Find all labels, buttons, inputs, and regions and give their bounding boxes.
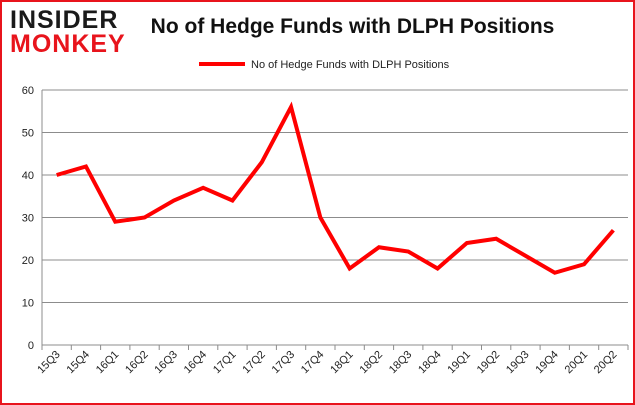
x-tick-label: 16Q2 — [123, 349, 151, 377]
x-tick-label: 17Q2 — [240, 349, 268, 377]
x-tick-label: 18Q3 — [387, 349, 415, 377]
y-tick-label: 60 — [22, 85, 34, 97]
x-tick-label: 16Q1 — [94, 349, 122, 377]
x-tick-label: 18Q4 — [416, 349, 444, 377]
y-tick-label: 0 — [28, 340, 34, 352]
series-line — [56, 101, 615, 275]
x-tick-label: 15Q4 — [65, 349, 93, 377]
x-tick-label: 19Q1 — [445, 349, 473, 377]
chart-title: No of Hedge Funds with DLPH Positions — [150, 15, 555, 38]
y-tick-label: 20 — [22, 255, 34, 267]
x-tick-label: 20Q1 — [563, 349, 591, 377]
x-tick-label: 16Q4 — [182, 349, 210, 377]
y-tick-label: 50 — [22, 128, 34, 140]
x-tick-label: 19Q4 — [533, 349, 561, 377]
y-tick-label: 10 — [22, 298, 34, 310]
x-tick-label: 20Q2 — [592, 349, 620, 377]
x-tick-label: 17Q4 — [299, 349, 327, 377]
x-tick-label: 17Q3 — [270, 349, 298, 377]
x-tick-label: 15Q3 — [35, 349, 63, 377]
x-tick-label: 19Q2 — [475, 349, 503, 377]
x-tick-label: 17Q1 — [211, 349, 239, 377]
legend-label: No of Hedge Funds with DLPH Positions — [251, 59, 450, 71]
x-tick-label: 18Q2 — [358, 349, 386, 377]
y-tick-label: 40 — [22, 170, 34, 182]
x-tick-label: 19Q3 — [504, 349, 532, 377]
x-tick-label: 18Q1 — [328, 349, 356, 377]
x-tick-label: 16Q3 — [152, 349, 180, 377]
logo-monkey: MONKEY — [10, 30, 126, 58]
y-tick-label: 30 — [22, 213, 34, 225]
logo-insider: INSIDER — [10, 6, 119, 34]
